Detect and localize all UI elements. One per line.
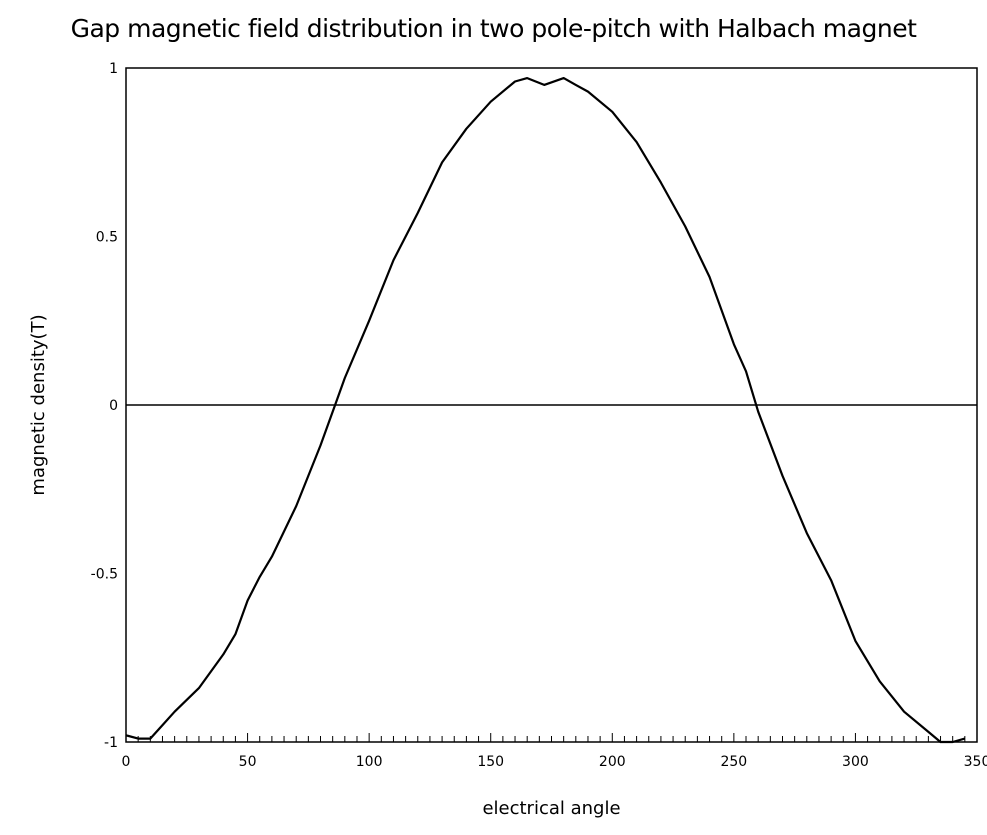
x-tick-labels: 0 50 100 150 200 250 300 350	[122, 754, 987, 770]
x-tick-label: 100	[356, 754, 383, 770]
y-tick-label: 0.5	[96, 230, 118, 246]
x-axis-label: electrical angle	[482, 798, 620, 819]
y-tick-label: 1	[109, 61, 118, 77]
y-tick-label: -1	[104, 735, 118, 751]
x-tick-label: 300	[842, 754, 869, 770]
x-tick-label: 250	[720, 754, 747, 770]
y-tick-labels: 1 0.5 0 -0.5 -1	[91, 61, 118, 751]
x-tick-label: 0	[122, 754, 131, 770]
x-minor-ticks	[126, 733, 977, 742]
series-group	[126, 78, 965, 742]
y-tick-label: 0	[109, 398, 118, 414]
y-axis-label: magnetic density(T)	[28, 314, 49, 495]
x-tick-label: 350	[964, 754, 987, 770]
x-tick-label: 150	[477, 754, 504, 770]
x-tick-label: 50	[239, 754, 257, 770]
x-tick-label: 200	[599, 754, 626, 770]
series-line-0	[126, 78, 965, 742]
y-tick-label: -0.5	[91, 567, 118, 583]
